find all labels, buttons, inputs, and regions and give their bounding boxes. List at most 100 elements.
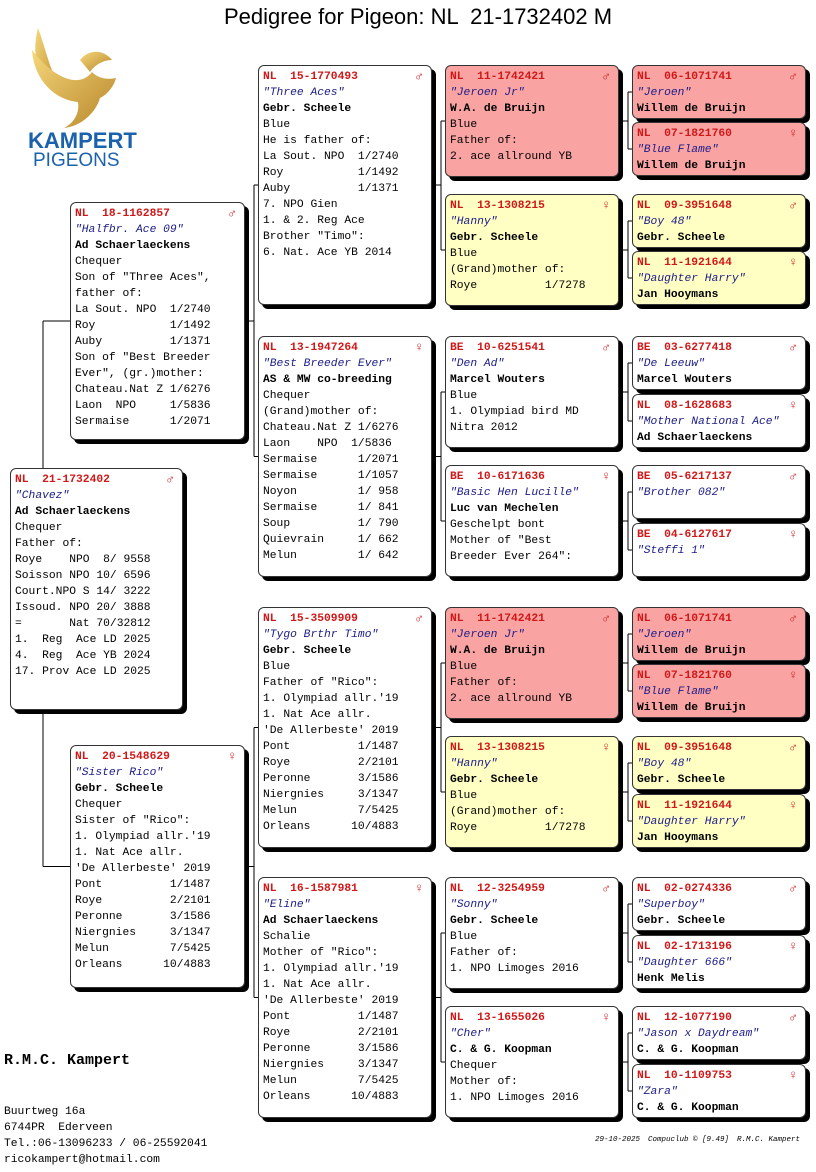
sex-symbol: ♀ [789,126,797,141]
sex-symbol: ♀ [789,398,797,413]
footer: 29-10-2025 Compuclub © [9.49] R.M.C. Kampe… [577,1128,808,1152]
ring-number: NL 11-1742421 [450,613,545,625]
sex-symbol: ♀ [228,749,236,764]
ring-number: NL 15-3509909 [263,613,358,625]
ring-number: NL 20-1548629 [75,751,170,763]
info-line: Chateau.Nat Z 1/6276 [75,384,211,396]
ring-number: NL 08-1628683 [637,400,732,412]
info-line: Peronne 3/1586 [263,1043,399,1055]
info-line: 6. Nat. Ace YB 2014 [263,247,392,259]
pigeon-card: BE 10-6251541 ♂ "Den Ad" Marcel Wouters Blue… [445,336,619,448]
pigeon-card: NL 20-1548629 ♀ "Sister Rico" Gebr. Scheele… [70,745,245,988]
pigeon-name: "Jeroen" [637,87,692,99]
ring-number: BE 03-6277418 [637,342,732,354]
sex-symbol: ♂ [602,340,610,355]
ring-number: NL 11-1742421 [450,71,545,83]
info-line: Mother of: [450,1076,518,1088]
owner: Willem de Bruijn [637,103,746,115]
owner: AS & MW co-breeding [263,374,392,386]
ring-number: NL 06-1071741 [637,71,732,83]
info-line: Roye 2/2101 [263,757,399,769]
info-line: 'De Allerbeste' 2019 [263,995,399,1007]
pigeon-card: NL 18-1162857 ♂ "Halfbr. Ace 09" Ad Schaerl… [70,202,245,440]
pigeon-card: NL 06-1071741 ♂ "Jeroen" Willem de Bruijn [632,65,806,119]
ring-number: NL 13-1308215 [450,200,545,212]
ring-number: NL 12-1077190 [637,1012,732,1024]
ring-number: NL 10-1109753 [637,1070,732,1082]
ring-number: NL 13-1308215 [450,742,545,754]
ring-number: NL 12-3254959 [450,883,545,895]
pigeon-name: "Basic Hen Lucille" [450,487,579,499]
pigeon-name: "Zara" [637,1086,678,1098]
owner: Jan Hooymans [637,832,719,844]
info-line: Blue [450,390,478,402]
pigeon-card: NL 12-3254959 ♂ "Sonny" Gebr. Scheele Blue Fa… [445,877,619,989]
info-line: Father of: [450,677,518,689]
info-line: Breeder Ever 264": [450,551,573,563]
logo-text: PIGEONS [33,150,120,171]
sex-symbol: ♂ [789,740,797,755]
info-line: Father of: [450,135,518,147]
ring-number: NL 09-3951648 [637,200,732,212]
owner: Gebr. Scheele [637,774,726,786]
sex-symbol: ♂ [415,611,423,626]
owner: Gebr. Scheele [637,232,726,244]
sex-symbol: ♂ [789,198,797,213]
pigeon-name: "Chavez" [15,490,70,502]
owner: Gebr. Scheele [450,232,539,244]
owner: Ad Schaerlaeckens [637,432,753,444]
info-line: Chequer [450,1060,498,1072]
ring-number: NL 11-1921644 [637,800,732,812]
pigeon-name: "Daughter Harry" [637,273,746,285]
pigeon-name: "Mother National Ace" [637,416,780,428]
logo-bird [32,28,116,128]
ring-number: NL 18-1162857 [75,208,170,220]
sex-symbol: ♀ [602,469,610,484]
pigeon-name: "Daughter 666" [637,957,732,969]
info-line: Niergnies 3/1347 [75,927,211,939]
info-line: 1. NPO Limoges 2016 [450,963,579,975]
info-line: Niergnies 3/1347 [263,1059,399,1071]
info-line: Roy 1/1492 [75,320,211,332]
info-line: 1. Olympiad allr.'19 [263,963,399,975]
breeder-line: Buurtweg 16a [4,1106,86,1118]
pigeon-card: NL 07-1821760 ♀ "Blue Flame" Willem de Brui… [632,664,806,718]
info-line: Schalie [263,931,311,943]
pigeon-name: "Halfbr. Ace 09" [75,224,184,236]
ring-number: NL 21-1732402 [15,474,110,486]
owner: Ad Schaerlaeckens [75,240,191,252]
sex-symbol: ♀ [415,881,423,896]
page-title: Pedigree for Pigeon: NL 21-1732402 M [223,4,613,29]
info-line: Blue [450,119,478,131]
ring-number: BE 10-6251541 [450,342,545,354]
info-line: La Sout. NPO 1/2740 [263,151,399,163]
ring-number: NL 11-1921644 [637,257,732,269]
info-line: Chateau.Nat Z 1/6276 [263,422,399,434]
info-line: Laon NPO 1/5836 [75,400,211,412]
pigeon-card: NL 13-1947264 ♀ "Best Breeder Ever" AS & MW… [258,336,432,577]
pigeon-card: NL 15-1770493 ♂ "Three Aces" Gebr. Scheele B… [258,65,432,305]
ring-number: NL 07-1821760 [637,128,732,140]
sex-symbol: ♀ [789,668,797,683]
pigeon-name: "Blue Flame" [637,686,719,698]
ring-number: NL 09-3951648 [637,742,732,754]
sex-symbol: ♂ [789,340,797,355]
owner: Willem de Bruijn [637,702,746,714]
info-line: Nitra 2012 [450,422,518,434]
owner: Gebr. Scheele [75,783,164,795]
pigeon-name: "Three Aces" [263,87,345,99]
footer-software: Compuclub © [9.49] [648,1136,730,1144]
sex-symbol: ♂ [789,69,797,84]
info-line: Melun 7/5425 [263,1075,399,1087]
sex-symbol: ♀ [415,340,423,355]
info-line: 7. NPO Gien [263,199,338,211]
info-line: 1. Olympiad allr.'19 [263,693,399,705]
owner: W.A. de Bruijn [450,103,545,115]
pigeon-name: "Hanny" [450,758,498,770]
sex-symbol: ♀ [602,198,610,213]
info-line: Sister of "Rico": [75,815,191,827]
info-line: Orleans 10/4883 [75,959,211,971]
info-line: 'De Allerbeste' 2019 [263,725,399,737]
breeder-line: 6744PR Ederveen [4,1122,113,1134]
info-line: Peronne 3/1586 [263,773,399,785]
